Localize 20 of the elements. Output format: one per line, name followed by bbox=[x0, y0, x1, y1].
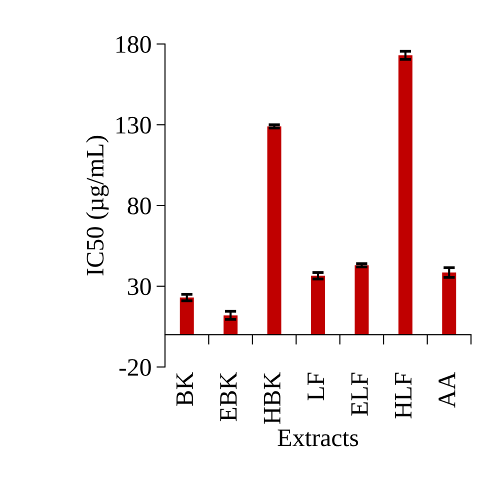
y-tick-label: 30 bbox=[128, 278, 151, 296]
y-tick-label: -20 bbox=[119, 359, 151, 376]
x-tick-label: HBK bbox=[264, 372, 280, 424]
x-tick-label: LF bbox=[308, 372, 324, 400]
bar bbox=[267, 126, 282, 335]
x-tick-label: BK bbox=[176, 372, 193, 406]
bar bbox=[354, 265, 369, 335]
y-axis-title: IC50 (µg/mL) bbox=[86, 136, 109, 276]
bar bbox=[398, 55, 412, 335]
bar bbox=[311, 276, 325, 335]
x-tick-label: AA bbox=[438, 372, 456, 408]
x-tick-label: EBK bbox=[220, 372, 237, 422]
x-tick-label: HLF bbox=[395, 372, 412, 418]
bar bbox=[442, 272, 456, 335]
y-tick-label: 130 bbox=[116, 116, 151, 134]
x-axis-title: Extracts bbox=[278, 430, 358, 446]
y-tick-label: 180 bbox=[116, 36, 151, 53]
y-tick-label: 80 bbox=[128, 198, 151, 214]
x-tick-label: ELF bbox=[351, 372, 368, 416]
bar bbox=[180, 298, 194, 335]
